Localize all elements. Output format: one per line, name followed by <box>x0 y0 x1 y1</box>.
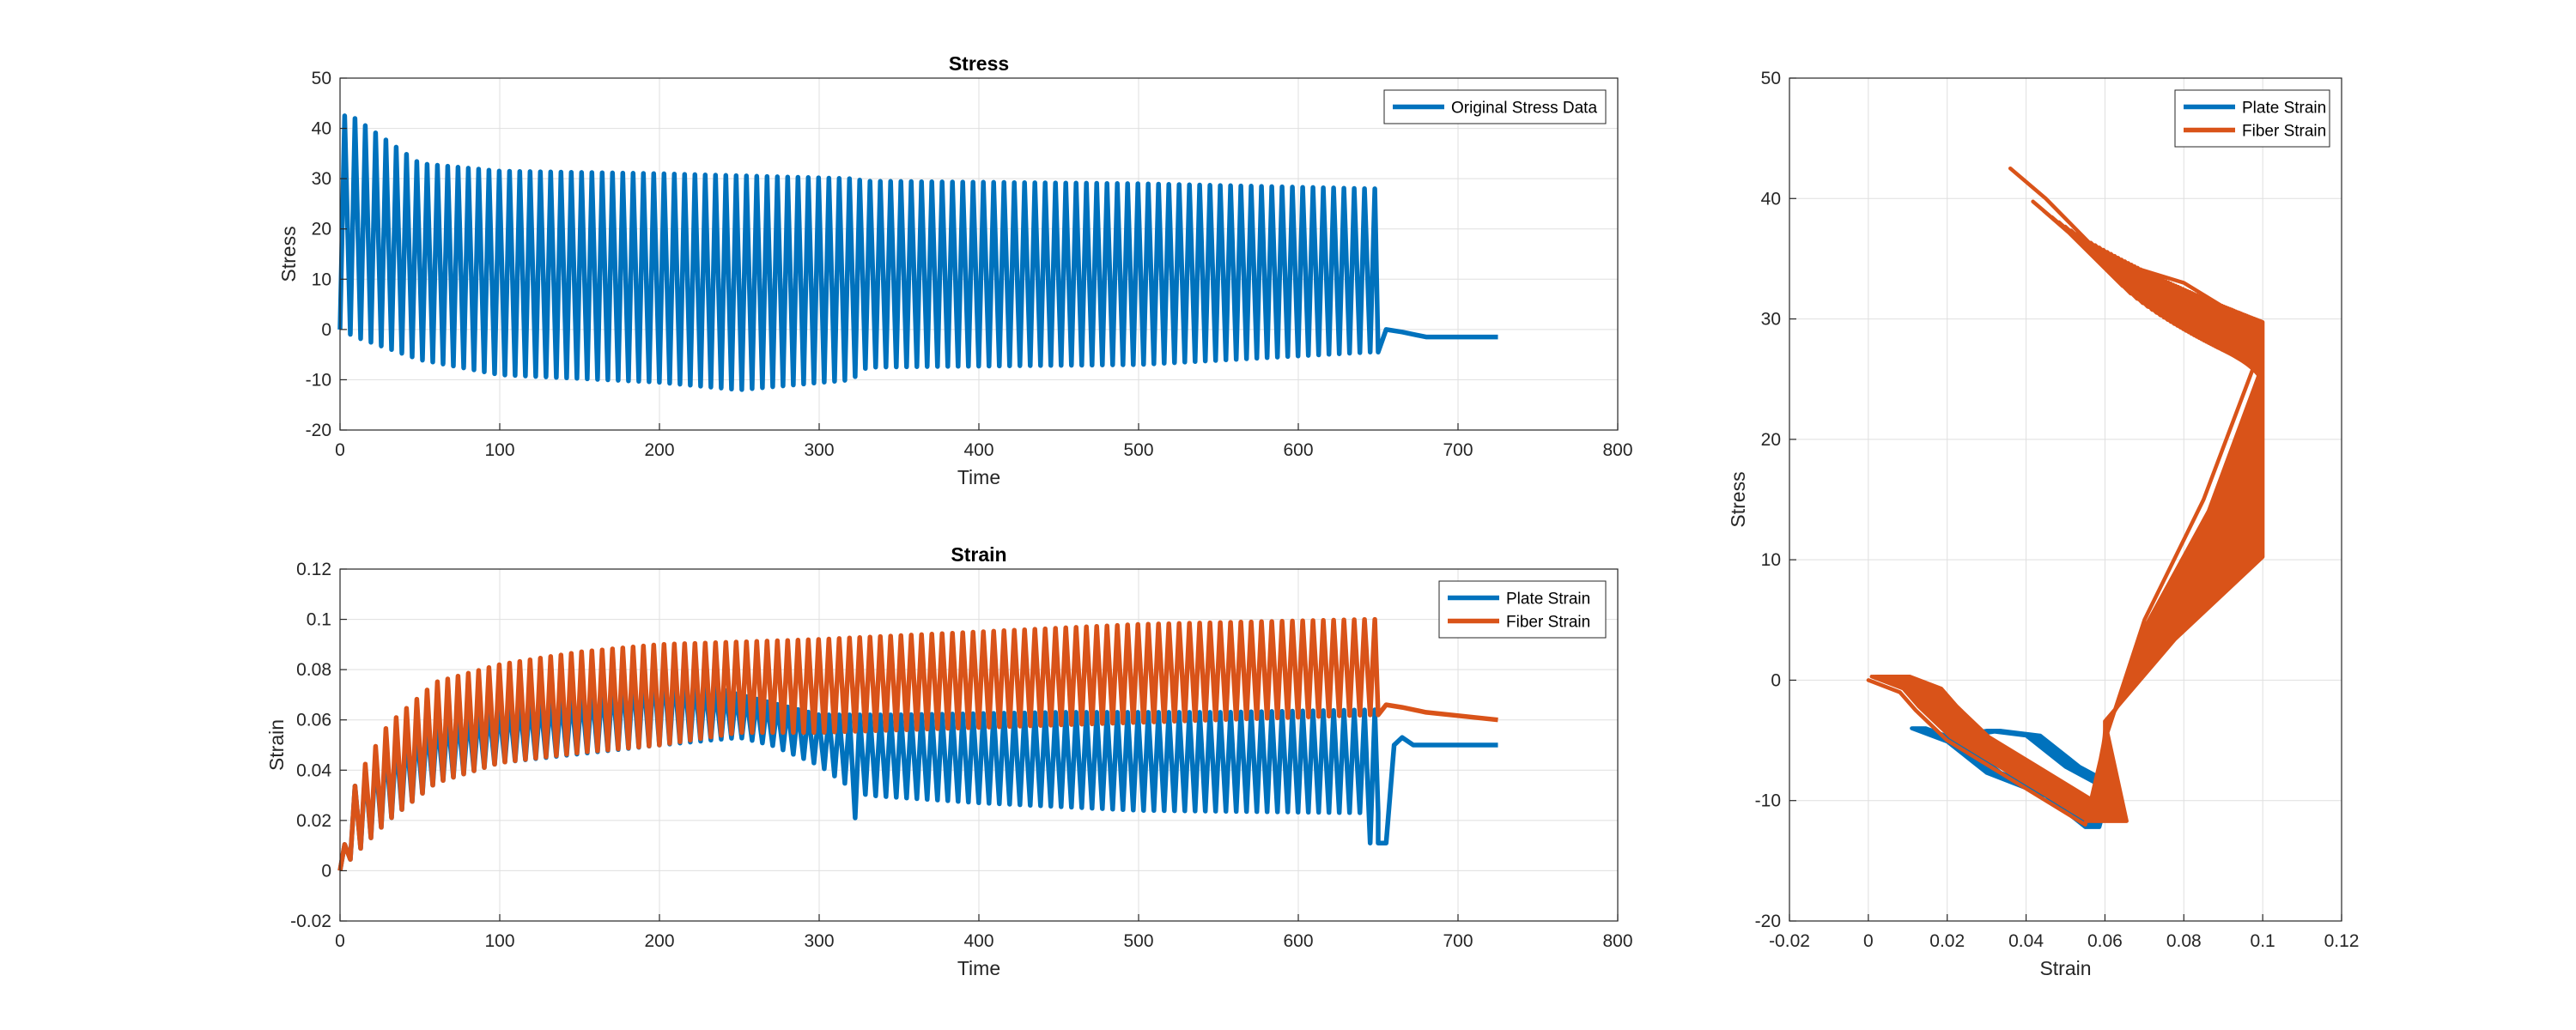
strain-x-tick-label-1: 100 <box>484 931 514 951</box>
stress-y-ticks: -20 -10 0 10 20 30 40 50 <box>306 69 347 440</box>
stress-x-tick-label-3: 300 <box>804 440 834 460</box>
strain-legend-box <box>1438 580 1607 639</box>
ss-y-ticks: -20 -10 0 10 20 30 40 50 <box>1755 69 1796 931</box>
ss-x-tick-label-1: 0 <box>1863 931 1874 951</box>
strain-x-tick-label-2: 200 <box>644 931 674 951</box>
ss-y-tick-label-4: 20 <box>1761 430 1781 450</box>
stress-xlabel: Time <box>957 466 1000 488</box>
ss-legend-label-plate: Plate Strain <box>2242 100 2326 118</box>
strain-series-1 <box>337 616 1498 871</box>
stress-title: Stress <box>949 52 1009 75</box>
ss-legend: Plate Strain Fiber Strain <box>2174 89 2330 148</box>
strain-y-tick-label-4: 0.06 <box>296 711 331 730</box>
strain-ylabel: Strain <box>265 719 288 771</box>
strain-x-tick-label-8: 800 <box>1602 931 1632 951</box>
strain-legend-label-plate: Plate Strain <box>1506 591 1590 609</box>
strain-x-tick-label-4: 400 <box>963 931 993 951</box>
stress-y-tick-label-4: 20 <box>312 220 331 239</box>
strain-xlabel: Time <box>957 957 1000 979</box>
ss-y-tick-label-3: 10 <box>1761 550 1781 570</box>
stress-series-0 <box>337 113 1498 392</box>
ss-data-lines <box>1866 166 2265 829</box>
ss-x-tick-label-3: 0.04 <box>2008 931 2044 951</box>
ss-x-tick-label-2: 0.02 <box>1929 931 1965 951</box>
strain-x-tick-label-7: 700 <box>1443 931 1473 951</box>
ss-x-tick-label-5: 0.08 <box>2166 931 2202 951</box>
ss-axes-box <box>1789 77 2342 922</box>
stress-x-ticks: 0 100 200 300 400 500 600 700 800 <box>335 423 1633 460</box>
ss-x-tick-label-6: 0.1 <box>2251 931 2275 951</box>
stress-y-tick-label-3: 10 <box>312 270 331 289</box>
stress-y-tick-label-0: -20 <box>306 421 331 440</box>
stress-y-tick-label-2: 0 <box>321 320 331 340</box>
strain-y-tick-label-6: 0.1 <box>307 610 331 630</box>
stress-x-tick-label-6: 600 <box>1283 440 1313 460</box>
ss-series-1 <box>1866 166 2265 827</box>
ss-x-ticks: -0.02 0 0.02 0.04 0.06 0.08 0.1 0.12 <box>1769 914 2359 951</box>
ss-x-tick-label-7: 0.12 <box>2324 931 2360 951</box>
strain-y-tick-label-1: 0 <box>321 861 331 881</box>
stress-x-tick-label-2: 200 <box>644 440 674 460</box>
strain-x-tick-label-0: 0 <box>335 931 345 951</box>
strain-x-tick-label-5: 500 <box>1123 931 1153 951</box>
ss-legend-label-fiber: Fiber Strain <box>2242 123 2326 141</box>
ss-y-tick-label-1: -10 <box>1755 791 1781 811</box>
strain-title: Strain <box>951 543 1006 566</box>
stress-data-lines <box>337 113 1498 392</box>
ss-y-tick-label-7: 50 <box>1761 69 1781 88</box>
ss-x-tick-label-4: 0.06 <box>2087 931 2123 951</box>
strain-data-lines <box>337 616 1498 871</box>
stress-x-tick-label-0: 0 <box>335 440 345 460</box>
strain-x-tick-label-6: 600 <box>1283 931 1313 951</box>
stress-strain-plot: -0.02 0 0.02 0.04 0.06 0.08 0.1 0.12 -20 -10 0 10 2… <box>1727 69 2359 979</box>
strain-y-tick-label-0: -0.02 <box>290 912 331 931</box>
ss-ylabel: Stress <box>1727 471 1749 527</box>
ss-y-tick-label-5: 30 <box>1761 310 1781 330</box>
stress-y-tick-label-1: -10 <box>306 370 331 390</box>
strain-x-ticks: 0 100 200 300 400 500 600 700 800 <box>335 914 1633 951</box>
strain-y-tick-label-7: 0.12 <box>296 560 331 579</box>
stress-x-tick-label-7: 700 <box>1443 440 1473 460</box>
ss-xlabel: Strain <box>2039 957 2091 979</box>
stress-x-tick-label-8: 800 <box>1602 440 1632 460</box>
ss-y-tick-label-6: 40 <box>1761 189 1781 209</box>
strain-legend-label-fiber: Fiber Strain <box>1506 614 1590 632</box>
stress-x-tick-label-4: 400 <box>963 440 993 460</box>
strain-y-tick-label-5: 0.08 <box>296 660 331 680</box>
stress-ylabel: Stress <box>277 226 300 282</box>
ss-x-tick-label-0: -0.02 <box>1769 931 1810 951</box>
ss-legend-box <box>2174 89 2330 148</box>
strain-x-tick-label-3: 300 <box>804 931 834 951</box>
stress-x-tick-label-5: 500 <box>1123 440 1153 460</box>
strain-legend: Plate Strain Fiber Strain <box>1438 580 1607 639</box>
stress-legend: Original Stress Data <box>1383 89 1607 124</box>
strain-time-plot: 0 100 200 300 400 500 600 700 800 -0.0200.020.04… <box>265 543 1633 979</box>
ss-y-tick-label-2: 0 <box>1771 670 1781 690</box>
stress-y-tick-label-6: 40 <box>312 119 331 139</box>
strain-y-ticks: -0.02 0 0.02 0.04 0.06 0.08 0.1 0.12 <box>290 560 347 931</box>
stress-x-tick-label-1: 100 <box>484 440 514 460</box>
ss-y-tick-label-0: -20 <box>1755 912 1781 931</box>
stress-y-tick-label-7: 50 <box>312 69 331 88</box>
stress-time-plot: 0 100 200 300 400 500 600 700 800 -20 -10 0 10 20 30 4… <box>277 52 1633 488</box>
stress-y-tick-label-5: 30 <box>312 169 331 189</box>
stress-legend-label: Original Stress Data <box>1451 100 1597 118</box>
strain-y-tick-label-3: 0.04 <box>296 760 331 780</box>
strain-y-tick-label-2: 0.02 <box>296 811 331 831</box>
